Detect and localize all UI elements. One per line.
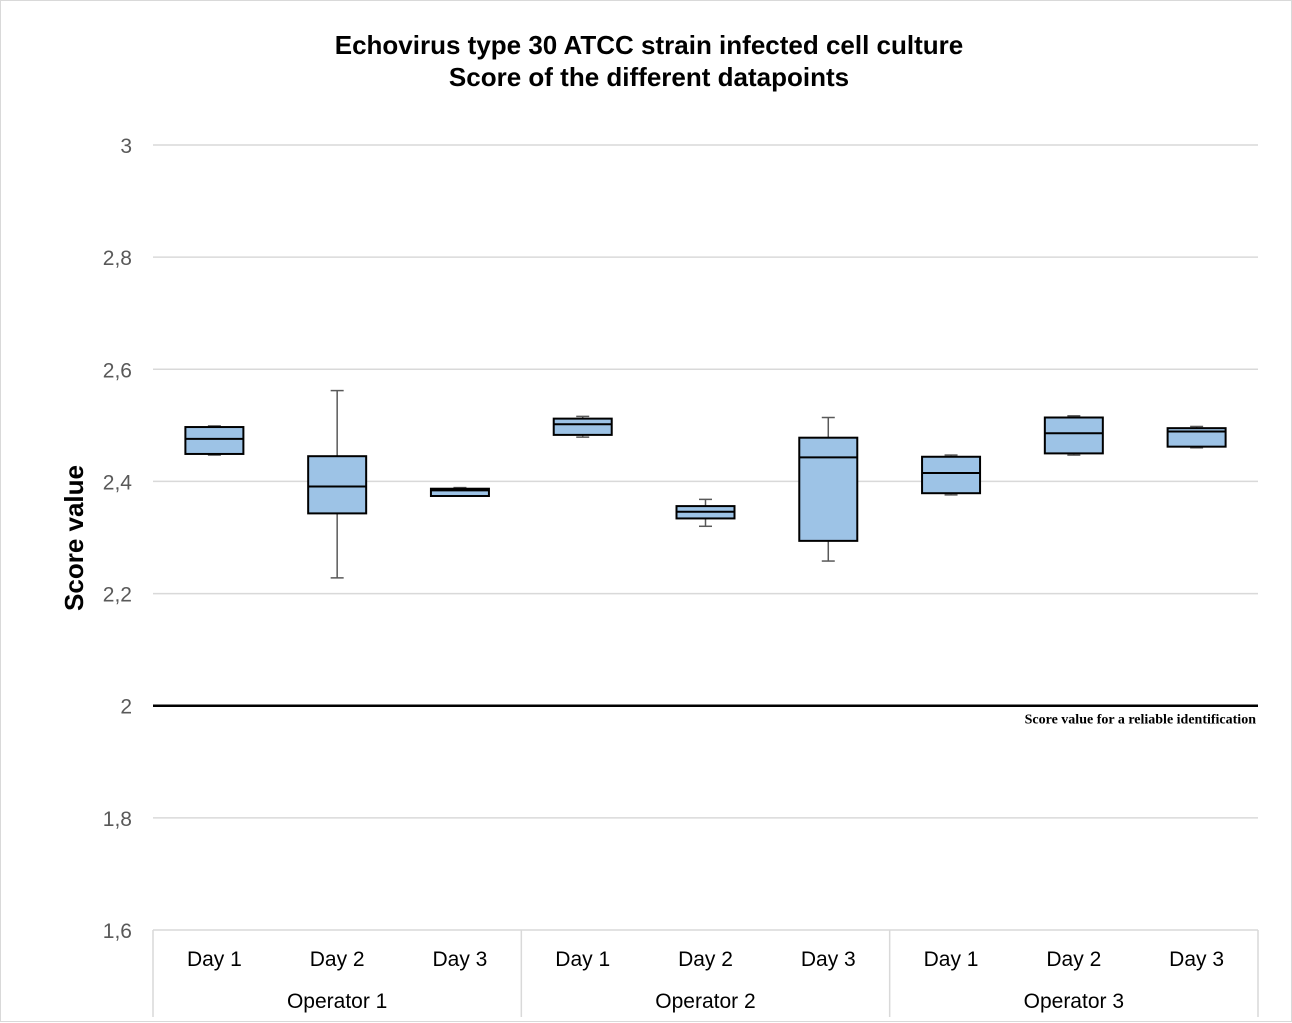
x-category-label: Day 3 [801,948,856,971]
y-axis-label: Score value [59,465,89,611]
x-axis: Day 1 Day 2 Day 3 Operator 1 Day 1 Day 2 Day 3… [152,929,1259,1017]
x-category-label: Day 2 [678,948,733,971]
box-plot-item [921,454,982,496]
box-plot-item [798,416,859,562]
box-iqr [1166,427,1227,448]
x-group-label: Operator 3 [1024,990,1124,1013]
chart-title: Echovirus type 30 ATCC strain infected c… [335,30,964,60]
x-group-label: Operator 2 [655,990,755,1013]
y-tick-label: 2,6 [103,359,132,382]
chart-subtitle: Score of the different datapoints [449,62,849,92]
y-tick-label: 2,2 [103,584,132,607]
box-plot-item [675,498,736,528]
boxes [184,389,1227,579]
box-plot-item [1166,425,1227,449]
x-category-label: Day 2 [1046,948,1101,971]
x-category-label: Day 1 [555,948,610,971]
box-iqr [429,487,490,498]
y-tick-label: 1,6 [103,920,132,943]
x-category-label: Day 3 [433,948,488,971]
y-tick-label: 2 [120,696,132,719]
y-tick-label: 1,8 [103,808,132,831]
box-plot-item [1043,415,1104,456]
reference-line-group: Score value for a reliable identificatio… [153,704,1258,728]
box-plot-item [552,415,613,438]
y-tick-label: 2,4 [103,471,133,494]
box-iqr [1043,416,1104,455]
box-iqr [307,455,368,515]
x-category-label: Day 1 [187,948,242,971]
x-category-label: Day 1 [924,948,979,971]
reference-line-label: Score value for a reliable identificatio… [1025,713,1257,728]
box-plot-item [429,486,490,498]
y-tick-label: 2,8 [103,247,132,270]
x-group-label: Operator 1 [287,990,387,1013]
box-iqr [552,417,613,436]
x-category-label: Day 3 [1169,948,1224,971]
box-iqr [184,426,245,455]
x-category-label: Day 2 [310,948,365,971]
box-iqr [798,436,859,542]
y-axis-ticks: 1,6 1,8 2 2,2 2,4 2,6 2,8 3 [103,135,133,943]
box-plot-item [184,425,245,456]
box-plot-item [307,389,368,579]
y-tick-label: 3 [120,135,132,158]
box-iqr [921,455,982,495]
